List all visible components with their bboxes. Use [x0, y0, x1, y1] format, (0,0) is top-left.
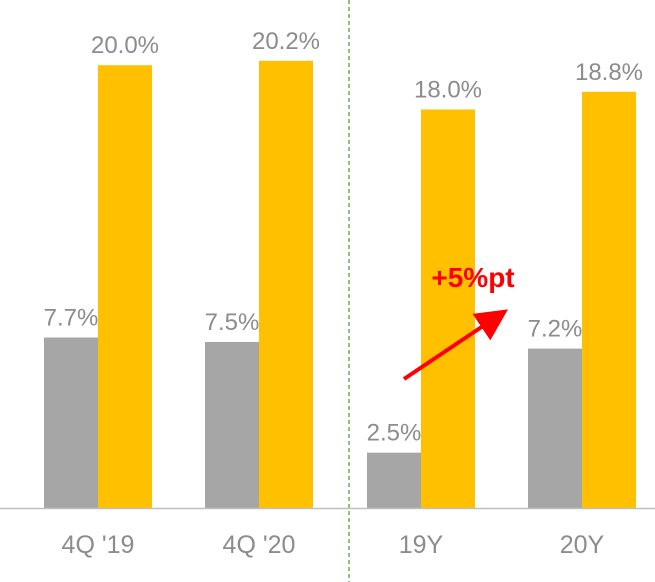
data-label-series1-1: 7.7% [44, 305, 99, 332]
data-label-series2-2: 20.2% [252, 28, 320, 55]
x-tick-label-3: 19Y [399, 531, 444, 559]
bar-series1-1 [44, 337, 98, 508]
growth-arrow [402, 309, 508, 381]
data-label-series1-4: 7.2% [528, 316, 583, 343]
bar-series2-3 [421, 109, 475, 508]
bar-series2-4 [582, 91, 636, 509]
data-label-series2-1: 20.0% [91, 32, 159, 59]
data-label-series2-3: 18.0% [414, 76, 482, 103]
data-label-series2-4: 18.8% [575, 59, 643, 86]
x-tick-label-1: 4Q '19 [62, 531, 135, 559]
bar-series1-2 [205, 341, 259, 508]
bar-series2-1 [98, 65, 152, 509]
growth-annotation-label: +5%pt [431, 262, 514, 293]
x-tick-label-2: 4Q '20 [223, 531, 296, 559]
bar-series2-2 [259, 60, 313, 508]
data-label-series1-2: 7.5% [205, 309, 260, 336]
data-label-series1-3: 2.5% [367, 420, 422, 447]
x-tick-label-4: 20Y [560, 531, 605, 559]
bar-series1-4 [528, 348, 582, 508]
bar-series1-3 [367, 452, 421, 508]
